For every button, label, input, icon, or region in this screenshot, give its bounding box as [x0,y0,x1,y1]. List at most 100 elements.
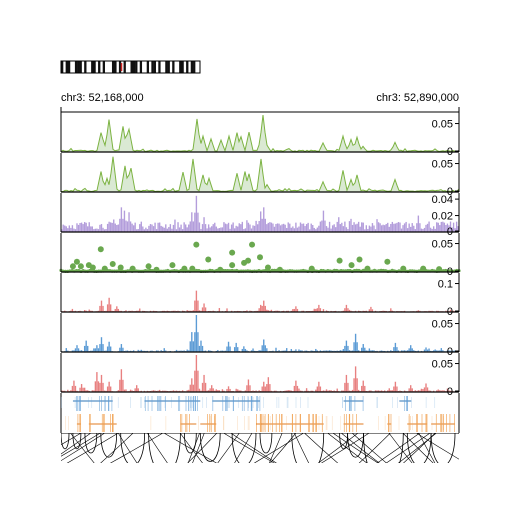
signal-bar [405,221,407,232]
signal-bar [246,385,248,392]
ideogram-band [149,61,152,73]
signal-point [109,261,116,268]
signal-bar [308,229,311,232]
signal-bar [155,229,158,232]
signal-bar [108,221,110,232]
signal-bar [70,390,72,392]
signal-point [117,264,124,271]
signal-bar [186,310,188,312]
signal-bar [62,224,64,232]
signal-bar [108,381,110,392]
signal-bar [376,219,378,232]
ideogram-band [107,61,110,73]
signal-bar [140,390,142,392]
signal-bar [122,379,124,392]
signal-bar [319,221,322,232]
signal-bar [351,224,354,232]
signal-bar [158,389,161,392]
signal-bar [149,350,152,352]
signal-bar [305,350,308,352]
signal-bar [423,349,426,352]
signal-bar [413,225,415,232]
signal-bar [132,350,135,352]
signal-bar [171,228,173,232]
signal-bar [175,229,178,232]
signal-bar [273,390,276,392]
signal-bar [191,378,193,392]
interaction-arc [406,433,432,463]
signal-bar [269,384,271,392]
signal-bar [313,308,315,312]
interaction-arc [148,433,181,463]
ideogram-band [160,61,164,73]
signal-bar [310,223,312,232]
signal-bar [377,222,380,232]
signal-bar [82,387,84,392]
interaction-arc [199,433,221,462]
signal-bar [356,342,358,352]
ideogram-band [167,61,171,73]
signal-bar [443,390,446,392]
signal-bar [218,228,221,232]
signal-bar [383,225,386,232]
signal-bar [362,344,364,352]
signal-bar [370,226,372,232]
signal-bar [240,224,242,232]
signal-point [217,266,224,273]
ideogram-band [111,61,115,73]
signal-bar [90,310,92,312]
signal-bar [77,348,80,352]
interaction-arc [231,433,257,463]
signal-bar [109,304,112,312]
signal-bar [128,212,130,232]
signal-bar [281,224,283,232]
interaction-arc [84,433,98,454]
ideogram-band [130,61,134,73]
signal-bar [108,341,110,352]
signal-bar [157,390,159,392]
signal-bar [391,390,394,392]
signal-bar [284,390,286,392]
signal-bar [393,223,395,232]
signal-bar [452,222,455,232]
signal-bar [410,385,412,392]
signal-bar [330,390,332,392]
ideogram-band [84,61,87,73]
signal-bar [204,307,207,312]
signal-bar [80,384,83,392]
interaction-arc [332,433,379,463]
signal-bar [305,388,308,392]
signal-bar [139,224,141,232]
signal-bar [125,389,127,392]
signal-bar [165,390,167,392]
signal-bar [201,345,204,352]
interaction-arc [184,433,197,454]
signal-bar [178,390,181,392]
signal-bar [237,226,239,232]
signal-bar [80,222,83,232]
signal-bar [128,310,130,312]
ideogram-outline [60,60,201,74]
signal-bar [122,347,124,352]
ideogram-band [144,61,147,73]
signal-bar [333,350,335,352]
signal-bar [413,350,415,352]
signal-bar [432,226,435,232]
signal-bar [212,224,214,232]
ideogram-band [61,61,64,73]
signal-point [181,265,188,272]
signal-bar [195,355,198,392]
signal-bar [451,390,453,392]
signal-bar [364,347,366,352]
signal-bar [312,225,314,232]
interaction-arc [192,433,205,463]
signal-bar [157,350,159,352]
signal-bar [178,350,181,352]
signal-bar [442,390,444,392]
signal-point [150,268,154,273]
signal-bar [377,390,380,392]
signal-bar [233,347,236,352]
signal-bar [419,390,421,392]
signal-bar [449,309,452,312]
signal-bar [151,224,153,232]
